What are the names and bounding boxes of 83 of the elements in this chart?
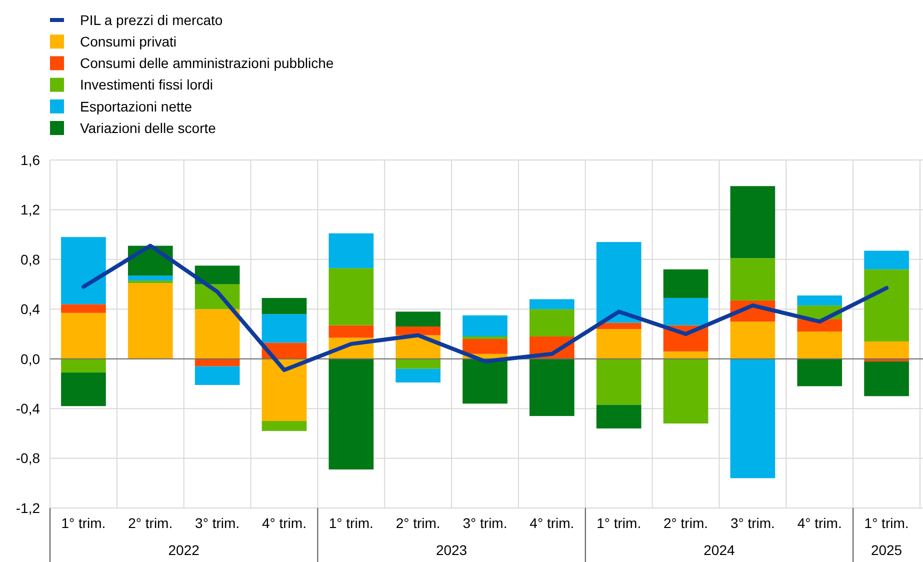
bar <box>462 358 508 404</box>
bar <box>61 312 106 359</box>
bar <box>462 336 508 339</box>
bar <box>194 266 240 284</box>
y-tick-label: -0,8 <box>16 450 40 466</box>
bar <box>194 366 240 385</box>
legend-label: PIL a prezzi di mercato <box>80 12 223 28</box>
y-tick-label: 1,6 <box>20 152 40 168</box>
legend-label: Consumi delle amministrazioni pubbliche <box>80 55 334 72</box>
bar <box>530 309 574 336</box>
bar <box>262 314 307 343</box>
bar <box>396 368 440 382</box>
bar <box>864 269 909 342</box>
bar <box>797 358 842 386</box>
bar <box>596 329 642 359</box>
text: 2022 <box>168 542 200 558</box>
x-tick-label: 3° trim. <box>730 515 775 531</box>
bar <box>262 298 307 314</box>
bar <box>328 233 374 268</box>
x-tick-label: 3° trim. <box>462 515 508 531</box>
x-tick-label: 2° trim. <box>664 515 708 531</box>
x-tick-label: 4° trim. <box>530 515 574 531</box>
bar <box>128 276 173 281</box>
bar <box>730 258 776 300</box>
bar <box>328 268 374 326</box>
bar <box>128 283 173 359</box>
bar <box>530 299 574 310</box>
bar <box>61 358 106 373</box>
bar <box>61 372 106 406</box>
x-tick-label: 3° trim. <box>195 515 240 531</box>
y-tick-label: 0,0 <box>20 350 40 367</box>
bar <box>262 421 307 431</box>
bar <box>797 332 842 359</box>
x-tick-label: 4° trim. <box>262 515 306 531</box>
bar <box>596 242 642 323</box>
x-tick-label: 1° trim. <box>596 515 642 531</box>
y-tick-label: 1,2 <box>20 202 40 218</box>
y-tick-label: -0,4 <box>16 400 40 416</box>
x-tick-label: 1° trim. <box>328 515 374 531</box>
bar <box>462 338 508 354</box>
bar <box>328 358 374 470</box>
bar <box>128 280 173 284</box>
bar <box>864 250 909 270</box>
y-tick-label: 0,8 <box>20 251 40 268</box>
text: 2023 <box>436 542 468 558</box>
bar <box>663 298 708 326</box>
y-tick-label: 0,4 <box>20 301 40 318</box>
bar <box>596 322 642 330</box>
x-tick-label: 2° trim. <box>396 515 440 531</box>
bar <box>194 309 240 359</box>
bar <box>462 315 508 336</box>
line-series <box>81 244 889 372</box>
bar <box>61 304 106 313</box>
bar <box>396 312 440 327</box>
legend-label: Esportazioni nette <box>80 98 192 114</box>
bar <box>730 358 776 478</box>
bar <box>864 361 909 396</box>
bar <box>663 358 708 424</box>
text: 2025 <box>870 542 902 558</box>
legend-label: Variazioni delle scorte <box>80 120 216 136</box>
bar <box>61 237 106 304</box>
bar <box>663 269 708 298</box>
bar <box>730 186 776 258</box>
bar <box>194 358 240 366</box>
x-tick-label: 4° trim. <box>797 515 842 531</box>
legend-label: Investimenti fissi lordi <box>80 76 214 93</box>
bar <box>596 358 642 405</box>
bar <box>262 358 307 421</box>
bar <box>530 358 574 416</box>
bar <box>864 341 909 359</box>
bar <box>596 404 642 428</box>
x-tick-label: 1° trim. <box>864 515 909 531</box>
bar <box>730 322 776 359</box>
bar <box>663 351 708 359</box>
bar <box>396 358 440 369</box>
bar <box>328 325 374 338</box>
legend-label: Consumi privati <box>80 34 176 50</box>
x-tick-label: 1° trim. <box>61 515 106 531</box>
bar <box>396 326 440 336</box>
text: 2024 <box>704 542 736 558</box>
y-tick-label: -1,2 <box>16 500 40 516</box>
x-tick-label: 2° trim. <box>128 515 173 531</box>
bar <box>797 295 842 306</box>
